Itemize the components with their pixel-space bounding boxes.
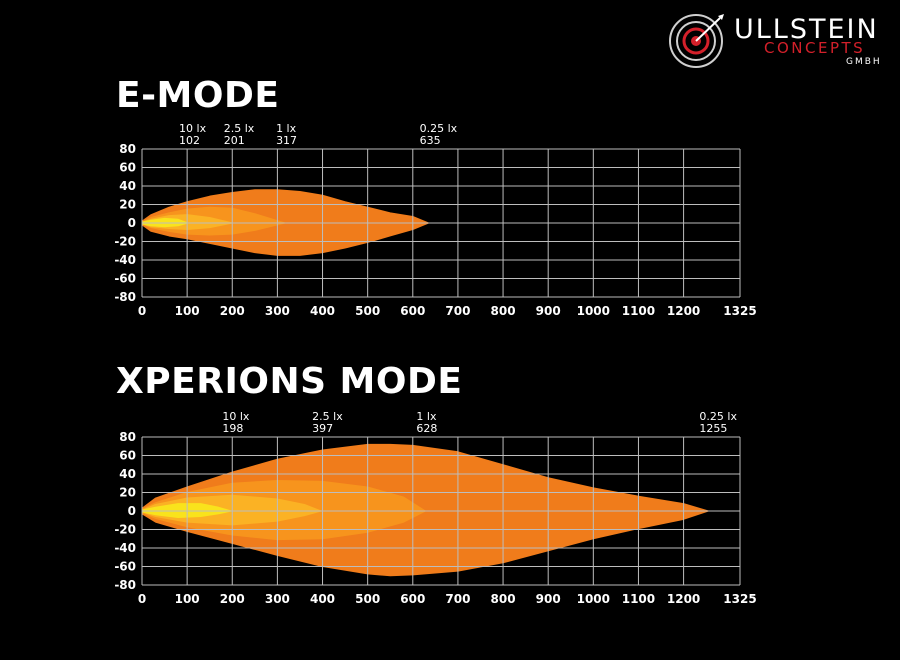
xperions-annotation-distance: 397: [312, 422, 333, 435]
xperions-y-tick-label: 0: [128, 504, 136, 518]
xperions-x-tick-label: 1200: [667, 592, 700, 606]
emode-y-tick-label: -20: [114, 235, 136, 249]
emode-annotation-distance: 201: [224, 134, 245, 147]
emode-y-tick-label: -40: [114, 253, 136, 267]
emode-x-tick-label: 300: [265, 304, 290, 318]
brand-subname: CONCEPTS: [764, 39, 866, 57]
emode-y-tick-label: 20: [119, 198, 136, 212]
brand-logo: ULLSTEIN CONCEPTS GMBH: [668, 10, 892, 72]
emode-x-tick-label: 600: [400, 304, 425, 318]
emode-x-tick-label: 700: [445, 304, 470, 318]
xperions-x-tick-label: 500: [355, 592, 380, 606]
emode-x-tick-label: 1200: [667, 304, 700, 318]
xperions-x-tick-label: 1325: [723, 592, 756, 606]
emode-x-tick-label: 200: [220, 304, 245, 318]
emode-annotation-distance: 635: [420, 134, 441, 147]
emode-annotation-lux: 10 lx: [179, 122, 207, 135]
xperions-isolux-area-0: [141, 443, 709, 577]
xperions-annotation-lux: 2.5 lx: [312, 410, 343, 423]
xperions-annotation-distance: 628: [416, 422, 437, 435]
xperions-x-tick-label: 200: [220, 592, 245, 606]
xperions-x-tick-label: 800: [491, 592, 516, 606]
emode-chart-svg: 0 100 200 300 400 500 600 700 800 900 1000 1100 1200…: [114, 122, 756, 318]
emode-x-tick-label: 1325: [723, 304, 756, 318]
xperions-annotation-lux: 1 lx: [416, 410, 437, 423]
xperions-x-tick-label: 600: [400, 592, 425, 606]
emode-annotation-distance: 102: [179, 134, 200, 147]
emode-y-tick-label: -80: [114, 290, 136, 304]
xperions-x-tick-label: 900: [536, 592, 561, 606]
xperions-x-tick-label: 100: [175, 592, 200, 606]
xperions-x-tick-label: 1100: [622, 592, 655, 606]
emode-title: E-MODE: [116, 75, 280, 116]
brand-legal-form: GMBH: [846, 57, 882, 67]
xperions-x-tick-label: 1000: [577, 592, 610, 606]
xperions-y-tick-label: -40: [114, 541, 136, 555]
emode-y-tick-label: 60: [119, 161, 136, 175]
xperions-x-tick-label: 300: [265, 592, 290, 606]
xperions-x-tick-label: 0: [138, 592, 146, 606]
xperions-y-tick-label: 20: [119, 486, 136, 500]
emode-y-tick-label: -60: [114, 272, 136, 286]
emode-chart: 0 100 200 300 400 500 600 700 800 900 1000 1100 1200…: [0, 112, 900, 330]
xperions-y-tick-label: 60: [119, 449, 136, 463]
xperions-chart-svg: 0 100 200 300 400 500 600 700 800 900 1000 1100 1200…: [114, 410, 756, 606]
emode-annotation-distance: 317: [276, 134, 297, 147]
xperions-annotation-lux: 10 lx: [222, 410, 250, 423]
xperions-y-tick-label: -60: [114, 560, 136, 574]
xperions-chart: 0 100 200 300 400 500 600 700 800 900 1000 1100 1200…: [0, 404, 900, 614]
emode-annotation-lux: 2.5 lx: [224, 122, 255, 135]
emode-x-tick-label: 800: [491, 304, 516, 318]
emode-x-tick-label: 1100: [622, 304, 655, 318]
emode-annotation-lux: 0.25 lx: [420, 122, 458, 135]
xperions-y-tick-label: 40: [119, 467, 136, 481]
emode-x-tick-label: 900: [536, 304, 561, 318]
emode-annotation-lux: 1 lx: [276, 122, 297, 135]
xperions-y-tick-label: -20: [114, 523, 136, 537]
emode-x-tick-label: 500: [355, 304, 380, 318]
emode-x-tick-label: 1000: [577, 304, 610, 318]
xperions-y-tick-label: 80: [119, 430, 136, 444]
brand-name: ULLSTEIN: [734, 14, 879, 45]
emode-y-tick-label: 40: [119, 179, 136, 193]
xperions-annotation-distance: 198: [222, 422, 243, 435]
emode-x-tick-label: 400: [310, 304, 335, 318]
xperions-x-tick-label: 400: [310, 592, 335, 606]
emode-y-tick-label: 80: [119, 142, 136, 156]
xperions-title: XPERIONS MODE: [116, 361, 463, 402]
emode-y-tick-label: 0: [128, 216, 136, 230]
target-icon: [669, 14, 724, 68]
xperions-y-tick-label: -80: [114, 578, 136, 592]
xperions-x-tick-label: 700: [445, 592, 470, 606]
emode-x-tick-label: 100: [175, 304, 200, 318]
xperions-annotation-lux: 0.25 lx: [699, 410, 737, 423]
xperions-annotation-distance: 1255: [699, 422, 727, 435]
emode-x-tick-label: 0: [138, 304, 146, 318]
